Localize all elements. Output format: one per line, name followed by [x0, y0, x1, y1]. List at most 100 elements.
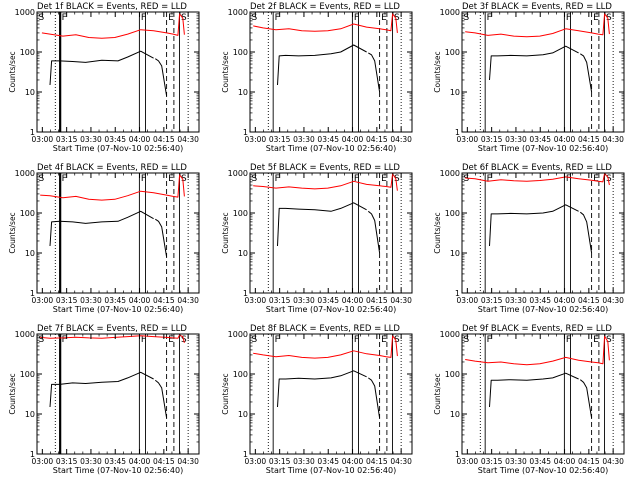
y-tick-label: 1	[243, 289, 248, 298]
x-tick-label: 04:30	[602, 135, 624, 144]
y-tick-label: 1000	[228, 169, 248, 178]
plot-frame	[36, 333, 200, 455]
x-tick-label: 04:00	[129, 296, 151, 305]
x-tick-label: 03:00	[457, 296, 479, 305]
events-series-line	[154, 379, 168, 418]
x-tick-label: 03:45	[317, 135, 339, 144]
y-tick-label: 100	[445, 209, 460, 218]
event-marker-label: S	[252, 335, 258, 345]
x-axis-label: Start Time (07-Nov-10 02:56:40)	[266, 466, 396, 475]
event-marker-label: E	[381, 335, 387, 345]
event-marker-label: E	[593, 174, 599, 184]
event-marker-label: E	[593, 13, 599, 23]
plot-frame	[461, 172, 625, 294]
panel-title: Det 8f BLACK = Events, RED = LLD	[250, 324, 400, 334]
events-series-line	[277, 44, 367, 86]
x-tick-label: 04:30	[390, 296, 412, 305]
x-tick-label: 03:45	[529, 296, 551, 305]
x-tick-label: 03:30	[505, 135, 527, 144]
event-marker-label: E	[168, 335, 174, 345]
x-tick-label: 03:15	[56, 296, 78, 305]
x-tick-label: 03:45	[317, 457, 339, 466]
y-tick-label: 10	[450, 88, 460, 97]
event-marker-label: E	[168, 13, 174, 23]
event-marker-label: S	[394, 13, 400, 23]
x-tick-label: 03:30	[505, 296, 527, 305]
x-tick-label: 03:30	[505, 457, 527, 466]
event-marker-label: F	[566, 174, 571, 184]
y-tick-label: 10	[238, 410, 248, 419]
x-tick-label: 03:00	[32, 296, 54, 305]
x-tick-label: 04:00	[342, 296, 364, 305]
plot-frame	[36, 172, 200, 294]
lld-series-line	[41, 13, 185, 39]
panel-title: Det 5f BLACK = Events, RED = LLD	[250, 163, 400, 173]
y-tick-label: 1000	[440, 8, 460, 17]
x-tick-label: 04:30	[177, 135, 199, 144]
x-tick-label: 03:15	[481, 135, 503, 144]
x-tick-label: 04:15	[578, 457, 600, 466]
event-marker-label: F	[62, 174, 67, 184]
lld-series-line	[253, 13, 398, 33]
x-tick-label: 03:45	[104, 457, 126, 466]
x-tick-label: 03:15	[481, 457, 503, 466]
events-series-line	[49, 371, 154, 408]
x-tick-label: 03:15	[56, 135, 78, 144]
x-tick-label: 04:00	[342, 135, 364, 144]
x-tick-label: 04:15	[578, 135, 600, 144]
lld-series-line	[465, 335, 610, 366]
events-series-line	[489, 45, 579, 81]
y-tick-label: 100	[233, 48, 248, 57]
x-tick-label: 03:15	[481, 296, 503, 305]
event-marker-label: S	[252, 174, 258, 184]
event-marker-label: S	[606, 13, 612, 23]
event-marker-label: F	[141, 174, 146, 184]
x-tick-label: 03:45	[529, 457, 551, 466]
panel-title: Det 3f BLACK = Events, RED = LLD	[462, 2, 612, 12]
x-tick-label: 04:30	[390, 135, 412, 144]
event-marker-label: F	[62, 13, 67, 23]
y-tick-label: 1000	[228, 330, 248, 339]
event-marker-label: F	[62, 335, 67, 345]
x-tick-label: 03:45	[317, 296, 339, 305]
y-tick-label: 1	[455, 450, 460, 459]
x-tick-label: 03:00	[245, 135, 267, 144]
y-axis-label: Counts/sec	[8, 373, 17, 414]
x-tick-label: 03:30	[293, 135, 315, 144]
x-tick-label: 04:30	[177, 457, 199, 466]
plot-frame	[249, 11, 413, 133]
y-tick-label: 100	[445, 370, 460, 379]
y-tick-label: 1000	[440, 169, 460, 178]
event-marker-label: S	[181, 174, 187, 184]
event-marker-label: F	[354, 13, 359, 23]
y-tick-label: 1000	[228, 8, 248, 17]
event-marker-label: S	[394, 335, 400, 345]
x-axis-label: Start Time (07-Nov-10 02:56:40)	[266, 305, 396, 314]
events-series-line	[579, 379, 593, 418]
panel-title: Det 6f BLACK = Events, RED = LLD	[462, 163, 612, 173]
y-tick-label: 1	[243, 450, 248, 459]
x-tick-label: 04:15	[153, 296, 175, 305]
y-tick-label: 1	[455, 128, 460, 137]
x-tick-label: 03:15	[269, 296, 291, 305]
x-tick-label: 03:00	[457, 135, 479, 144]
event-marker-label: S	[606, 174, 612, 184]
x-tick-label: 04:00	[342, 457, 364, 466]
event-marker-label: S	[39, 13, 45, 23]
panel-title: Det 1f BLACK = Events, RED = LLD	[37, 2, 187, 12]
x-tick-label: 04:15	[153, 135, 175, 144]
event-marker-label: F	[141, 335, 146, 345]
event-marker-label: F	[487, 335, 492, 345]
y-tick-label: 10	[450, 410, 460, 419]
x-tick-label: 03:45	[104, 296, 126, 305]
x-axis-label: Start Time (07-Nov-10 02:56:40)	[53, 144, 183, 153]
y-axis-label: Counts/sec	[433, 373, 442, 414]
plot-frame	[36, 11, 200, 133]
